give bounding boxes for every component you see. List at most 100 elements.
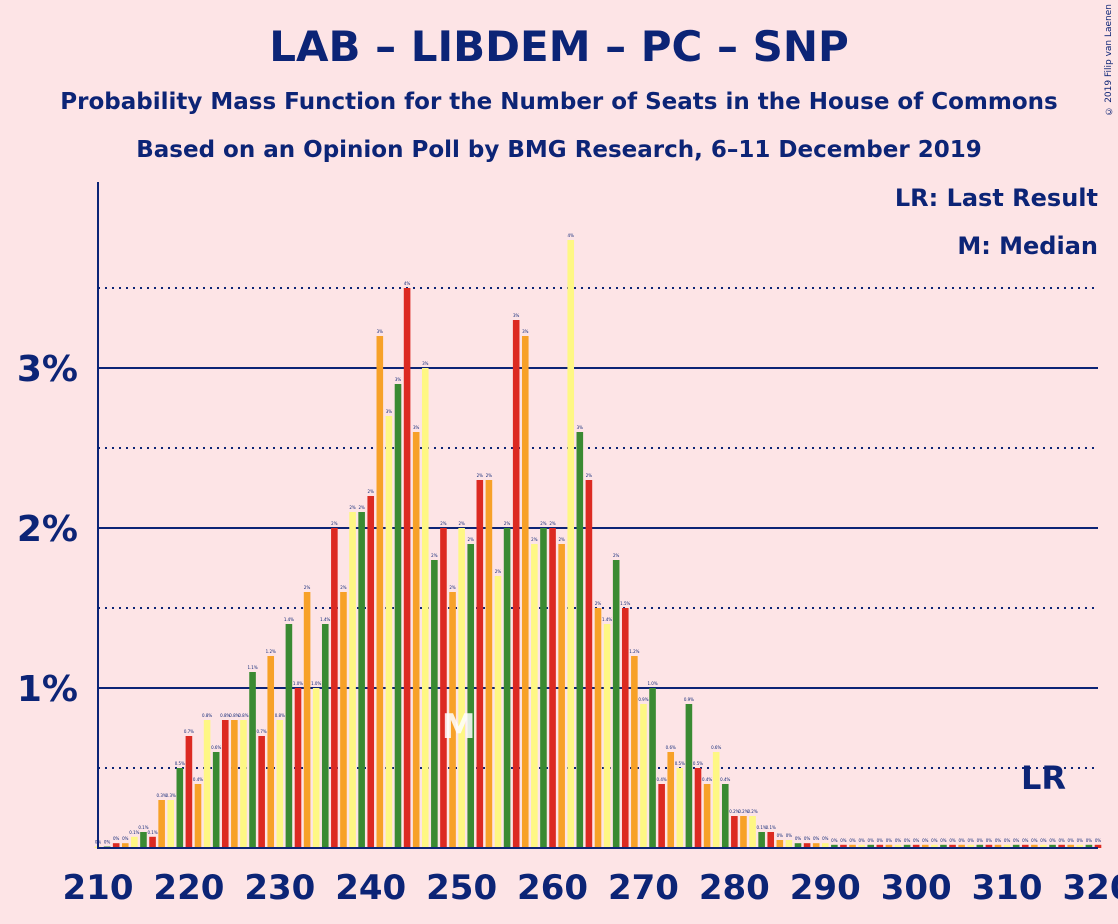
bar-data-label: 0.9%	[684, 697, 694, 702]
bar-data-label: 0%	[858, 838, 865, 843]
bar-data-label: 0%	[777, 833, 784, 838]
bar-seat-274	[676, 768, 684, 848]
bar-data-label: 0%	[968, 838, 975, 843]
bar-seat-271	[649, 688, 656, 848]
bar-data-label: 0.4%	[193, 777, 203, 782]
bar-seat-223	[212, 752, 220, 848]
bar-seat-275	[685, 704, 693, 848]
x-tick-label: 290	[790, 868, 861, 908]
bar-seat-222	[203, 720, 211, 848]
bar-seat-305	[958, 844, 965, 848]
bar-seat-258	[531, 544, 538, 848]
bar-data-label: 0%	[949, 838, 956, 843]
median-marker: M	[442, 707, 476, 747]
bar-data-label: 0.9%	[638, 697, 648, 702]
bar-data-label: 0%	[122, 836, 129, 841]
bar-seat-218	[167, 800, 175, 848]
bar-data-label: 3%	[377, 329, 384, 334]
x-tick-label: 320	[1063, 868, 1118, 908]
bar-seat-224	[221, 720, 229, 848]
bar-data-label: 2%	[340, 585, 347, 590]
bar-seat-261	[558, 544, 565, 848]
bar-data-label: 2%	[549, 521, 556, 526]
bar-seat-266	[603, 624, 611, 848]
bar-data-label: 3%	[522, 329, 529, 334]
bar-data-label: 1.0%	[311, 681, 321, 686]
bar-data-label: 2%	[531, 537, 538, 542]
bar-data-label: 0%	[913, 838, 920, 843]
bar-data-label: 1.4%	[284, 617, 294, 622]
bar-seat-268	[621, 608, 629, 848]
bar-data-label: 0.1%	[138, 825, 148, 830]
bar-seat-309	[994, 844, 1002, 848]
bar-seat-286	[785, 840, 793, 848]
bar-seat-252	[476, 480, 484, 848]
bar-data-label: 0%	[922, 838, 929, 843]
last-result-marker: LR	[1021, 759, 1066, 797]
chart-subtitle: Probability Mass Function for the Number…	[60, 89, 1058, 115]
bar-seat-212	[112, 843, 120, 848]
bar-data-label: 0%	[904, 838, 911, 843]
bar-data-label: 3%	[577, 425, 584, 430]
bar-seat-298	[894, 844, 902, 848]
bar-data-label: 1.0%	[293, 681, 303, 686]
bar-data-label: 2%	[304, 585, 311, 590]
bar-data-label: 3%	[422, 361, 429, 366]
bar-data-label: 0%	[104, 840, 111, 845]
bar-seat-320	[1094, 844, 1102, 848]
bar-seat-311	[1012, 844, 1020, 848]
bar-data-label: 3%	[413, 425, 420, 430]
bar-data-label: 0.6%	[666, 745, 676, 750]
bar-seat-235	[321, 624, 329, 848]
bar-seat-319	[1085, 844, 1093, 848]
bar-seat-241	[376, 336, 384, 848]
bar-seat-233	[303, 592, 311, 848]
bar-data-label: 1.4%	[602, 617, 612, 622]
bar-data-label: 1.0%	[647, 681, 657, 686]
bar-seat-283	[758, 832, 765, 848]
bar-data-label: 0%	[822, 836, 829, 841]
bar-seat-221	[194, 784, 202, 848]
bar-seat-243	[394, 384, 402, 848]
bar-data-label: 1.4%	[320, 617, 330, 622]
bar-seat-272	[658, 784, 665, 848]
bar-data-label: 0.4%	[720, 777, 730, 782]
bar-seat-312	[1021, 844, 1029, 848]
bar-seat-231	[285, 624, 293, 848]
bar-seat-292	[840, 844, 847, 848]
bar-data-label: 0%	[1022, 838, 1029, 843]
bar-data-label: 2%	[495, 569, 502, 574]
x-tick-label: 250	[426, 868, 497, 908]
x-tick-label: 310	[972, 868, 1043, 908]
bar-data-label: 0%	[995, 838, 1002, 843]
bar-seat-255	[503, 528, 511, 848]
bar-data-label: 0.8%	[220, 713, 230, 718]
bar-seat-230	[276, 720, 284, 848]
bar-data-label: 0%	[831, 838, 838, 843]
bar-seat-294	[858, 844, 865, 848]
bar-data-label: 0%	[1077, 838, 1084, 843]
bar-seat-278	[712, 752, 720, 848]
bar-seat-291	[831, 844, 838, 848]
bar-seat-251	[467, 544, 475, 848]
bar-seat-276	[694, 768, 702, 848]
bar-seat-260	[549, 528, 556, 848]
bar-data-label: 1.2%	[629, 649, 639, 654]
bar-data-label: 0%	[1095, 838, 1102, 843]
bar-data-label: 1.5%	[620, 601, 630, 606]
bar-seat-288	[803, 843, 811, 848]
bar-seat-296	[876, 844, 884, 848]
bar-seat-297	[885, 844, 893, 848]
bar-data-label: 0%	[958, 838, 965, 843]
bar-data-label: 4%	[568, 233, 575, 238]
bar-data-label: 0%	[868, 838, 875, 843]
chart-subtitle-source: Based on an Opinion Poll by BMG Research…	[136, 137, 982, 163]
bar-seat-228	[258, 736, 265, 848]
bar-seat-239	[358, 512, 365, 848]
bar-data-label: 0.5%	[175, 761, 185, 766]
bar-data-label: 2%	[349, 505, 356, 510]
bar-seat-318	[1076, 844, 1084, 848]
bar-seat-284	[767, 832, 775, 848]
bar-data-label: 0%	[931, 838, 938, 843]
